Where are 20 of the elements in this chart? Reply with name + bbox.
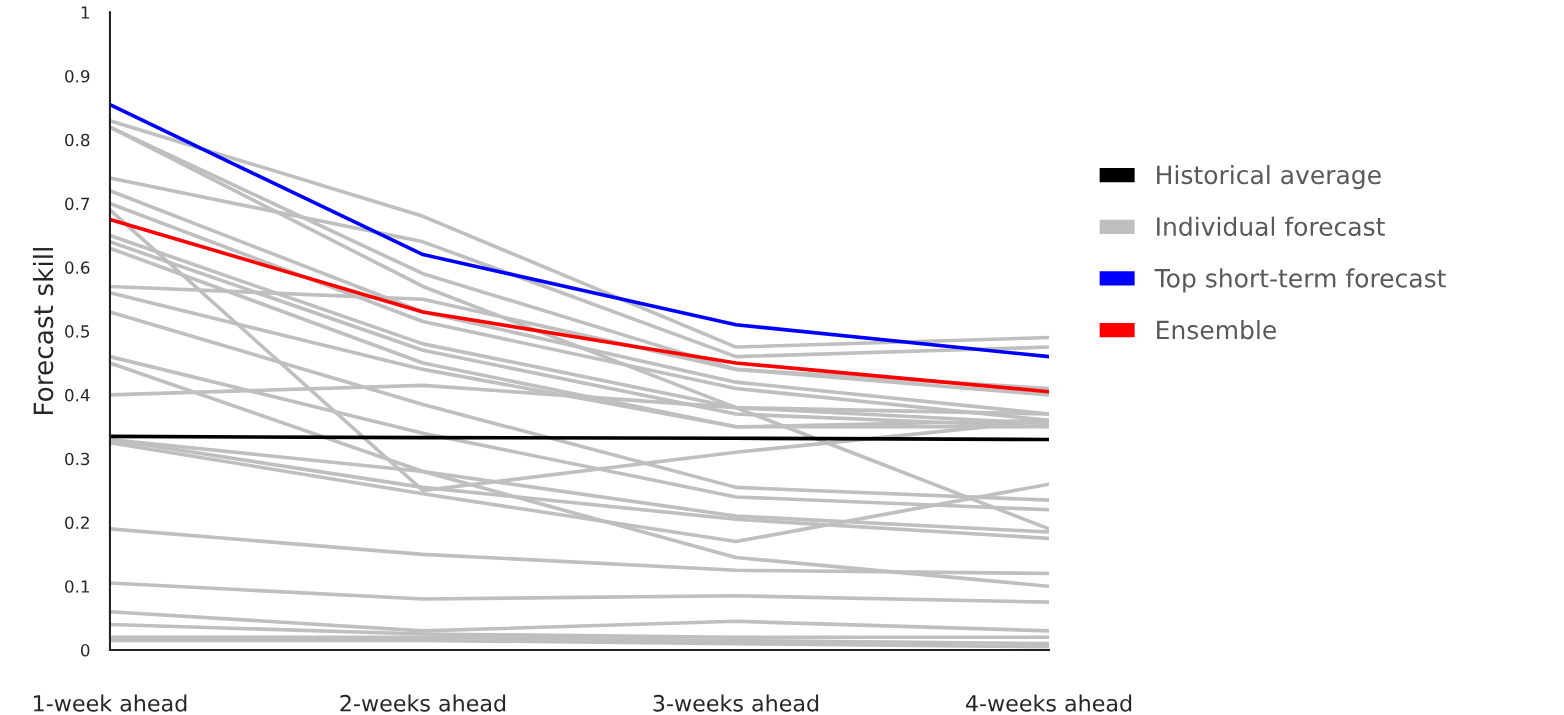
x-tick-label: 3-weeks ahead [653,694,819,712]
y-tick-label: 1 [81,6,89,19]
legend-label: Individual forecast [1157,216,1385,236]
y-tick-label: 0.4 [65,388,90,402]
x-tick-label: 4-weeks ahead [965,694,1132,712]
y-tick-label: 0.7 [65,197,90,211]
y-tick-label: 0.8 [65,133,90,147]
y-tick-label: 0.1 [65,580,89,593]
y-tick-label: 0.9 [65,69,90,83]
y-tick-label: 0.6 [65,261,90,274]
y-tick-label: 0 [81,643,90,657]
x-tick-label: 2-weeks ahead [340,694,506,712]
legend-label: Historical average [1157,164,1381,190]
legend-label: Top short-term forecast [1154,268,1446,293]
x-tick-label: 1-week ahead [34,694,187,712]
legend-label: Ensemble [1157,320,1276,340]
y-axis-title: Forecast skill [32,248,54,415]
y-tick-label: 0.5 [65,325,90,338]
y-tick-label: 0.2 [65,516,89,530]
y-tick-label: 0.3 [65,452,90,466]
